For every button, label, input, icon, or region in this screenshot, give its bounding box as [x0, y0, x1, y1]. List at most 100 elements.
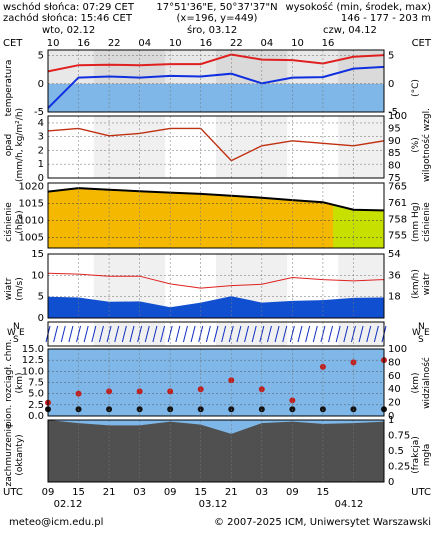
wind-arrow	[160, 325, 166, 343]
precip-label: opad	[4, 134, 14, 156]
dir-w-left: W	[7, 328, 16, 338]
y-tick-label: 7.5	[28, 378, 44, 389]
y-tick-label: 765	[388, 181, 407, 192]
wind-arrow	[244, 325, 250, 343]
fog-label: mgła	[422, 444, 432, 467]
wind-arrow	[129, 325, 135, 343]
panel-2: 1005 1010 1015 1020 765 761 758 755	[19, 181, 407, 249]
wind-arrow	[152, 325, 158, 343]
y-tick-label: 15.0	[22, 344, 44, 355]
top-hour-label: 10	[47, 38, 60, 49]
tz-right-bottom: UTC	[411, 487, 431, 498]
y-tick-label: 0	[38, 313, 44, 324]
wind-arrow	[182, 325, 188, 343]
wind-arrow	[282, 325, 288, 343]
visibility-dot	[136, 388, 143, 395]
top-hour-label: 04	[138, 38, 151, 49]
wind-arrow	[343, 325, 349, 343]
y-tick-label: 20	[388, 398, 401, 409]
top-hour-label: 16	[77, 38, 90, 49]
elevation-label: wysokość (min, środek, max)	[285, 1, 431, 13]
y-tick-label: 0	[38, 79, 44, 90]
top-hour-label: 22	[230, 38, 243, 49]
cloud-label: pion. rozciągł. chm.	[4, 339, 14, 427]
grid-text: (x=196, y=449)	[177, 13, 258, 24]
panel-background	[48, 116, 384, 178]
bottom-hour-label: 21	[103, 487, 116, 498]
bottom-hour-label: 21	[225, 487, 238, 498]
bottom-hour-label: 09	[164, 487, 177, 498]
wind-arrow	[68, 325, 74, 343]
gust-line	[47, 272, 385, 289]
visibility-unit: (km)	[411, 372, 421, 393]
top-hour-label: 16	[322, 38, 335, 49]
wind-arrow	[373, 325, 379, 343]
y-tick-label: 1005	[19, 233, 44, 244]
y-tick-label: -5	[388, 107, 398, 118]
y-tick-label: 10.0	[22, 366, 44, 377]
y-tick-label: 95	[388, 123, 401, 134]
cover-unit: (oktanty)	[15, 434, 25, 475]
y-tick-label: 5	[38, 292, 44, 303]
wind-area	[48, 296, 384, 318]
wind-arrow	[144, 325, 150, 343]
y-tick-label: 60	[388, 371, 401, 382]
panel-frame	[47, 419, 385, 483]
wind-arrow	[236, 325, 242, 343]
wind-arrow	[312, 325, 318, 343]
y-tick-label: 755	[388, 231, 407, 242]
y-tick-label: 100	[388, 111, 407, 122]
y-tick-label: 10	[31, 270, 44, 281]
panel-4	[45, 321, 387, 347]
right-labels: (°C) (%) wilgotność wzgl. (mm Hg) ciśnie…	[411, 79, 432, 474]
tz-left-top: CET	[3, 38, 23, 49]
bottom-hour-ticks: 09 15 21 03 09 15 21 03 09 15	[42, 487, 330, 498]
cloud-cover-area	[48, 420, 384, 482]
wind-compass-left: N W E S	[7, 322, 25, 345]
visibility-dot	[228, 377, 235, 384]
bottom-hour-label: 15	[317, 487, 330, 498]
y-tick-label: 90	[388, 136, 401, 147]
wind-arrow	[328, 325, 334, 343]
y-tick-label: 100	[388, 344, 407, 355]
bottom-hour-label: 03	[255, 487, 268, 498]
left-labels: temperatura opad (mm/h, kg/m²/h) ciśnien…	[3, 60, 25, 487]
wind-arrow	[266, 325, 272, 343]
visibility-dot	[167, 388, 174, 395]
pressure-label-right: ciśnienie	[421, 202, 432, 242]
wind-arrow	[121, 325, 127, 343]
top-hour-label: 16	[199, 38, 212, 49]
top-hour-label: 10	[291, 38, 304, 49]
bottom-hour-label: 15	[194, 487, 207, 498]
wind-arrow	[60, 325, 66, 343]
y-tick-label: -5	[34, 107, 44, 118]
panel-frame	[47, 115, 385, 179]
pressure-label: ciśnienie	[3, 202, 14, 242]
top-hour-ticks: 10 16 22 04 10 16 22 04 10 16	[47, 38, 335, 49]
dew-point-line	[47, 65, 385, 109]
wind-arrow	[297, 325, 303, 343]
wind-arrow	[175, 325, 181, 343]
cover-label: zachmurzenie	[4, 423, 14, 487]
y-tick-label: 4	[38, 118, 44, 129]
bottom-hour-label: 09	[42, 487, 55, 498]
dir-n-right: N	[418, 322, 425, 332]
bottom-hour-label: 03	[133, 487, 146, 498]
day-label-1: wto, 02.12	[42, 25, 95, 36]
above-pressure-mask	[48, 183, 384, 211]
y-tick-label: 5.0	[28, 389, 44, 400]
wind-arrow	[53, 325, 59, 343]
panel-frame	[47, 182, 385, 249]
day-label-3: czw, 04.12	[323, 25, 377, 36]
y-tick-label: 5	[38, 51, 44, 62]
wind-arrow	[335, 325, 341, 343]
temp-unit-right: (°C)	[411, 79, 421, 97]
panel-frame	[47, 253, 385, 319]
wind-arrow	[274, 325, 280, 343]
night-band	[338, 116, 384, 178]
bottom-hour-label: 09	[286, 487, 299, 498]
footer-email[interactable]: meteo@icm.edu.pl	[9, 517, 103, 528]
y-tick-label: 15	[31, 249, 44, 260]
